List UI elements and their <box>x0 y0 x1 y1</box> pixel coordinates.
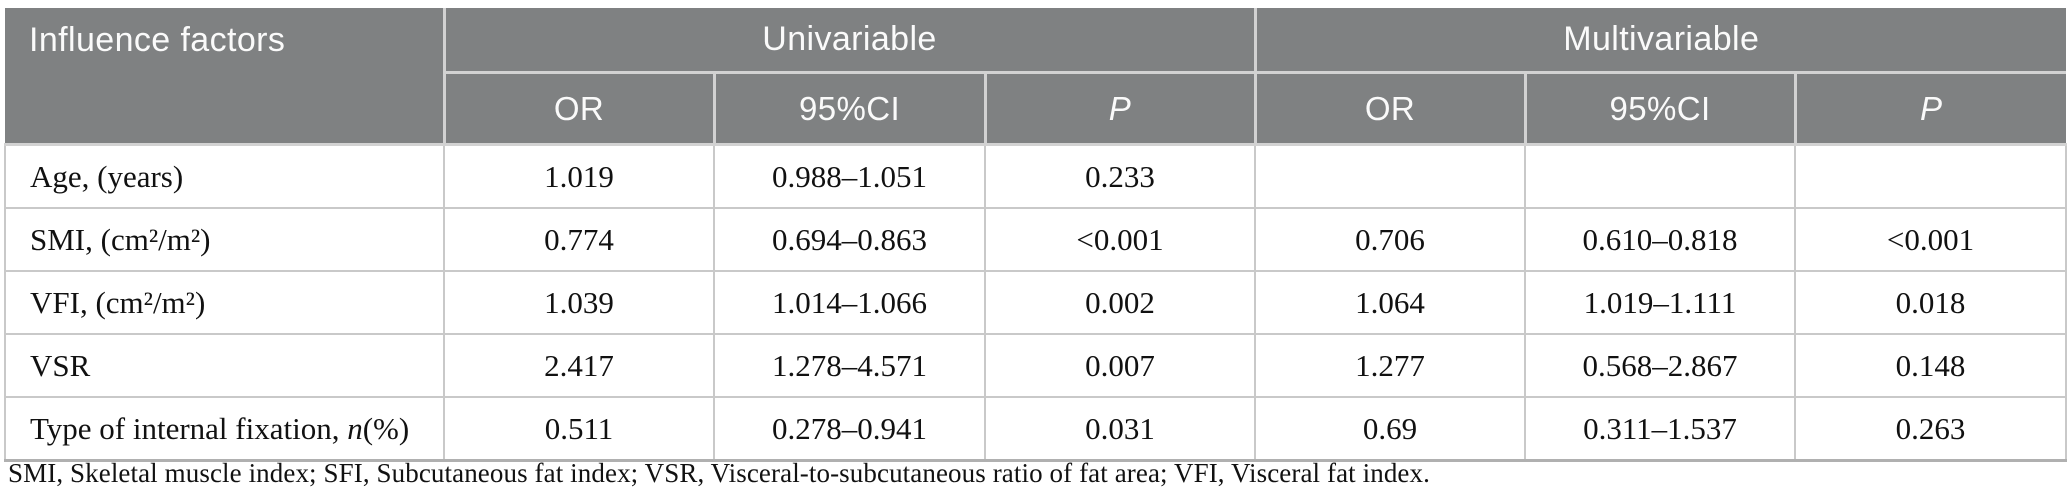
table-row-age: Age, (years) 1.019 0.988–1.051 0.233 <box>4 143 2067 209</box>
table-row-smi: SMI, (cm²/m²) 0.774 0.694–0.863 <0.001 0… <box>4 207 2067 272</box>
table-cell: 0.568–2.867 <box>1524 333 1796 398</box>
column-header-or-multivariable: OR <box>1253 71 1527 146</box>
row-label-text: Age, (years) <box>30 158 184 194</box>
table-cell: 0.774 <box>443 207 715 272</box>
table-cell <box>1524 143 1796 209</box>
row-label: SMI, (cm²/m²) <box>4 207 445 272</box>
table-cell: 0.694–0.863 <box>713 207 986 272</box>
row-label-text: Type of internal fixation, <box>30 410 348 446</box>
table-cell: 1.277 <box>1254 333 1526 398</box>
table-cell: 0.610–0.818 <box>1524 207 1796 272</box>
table-cell: 0.69 <box>1254 396 1526 462</box>
table-cell: 1.019 <box>443 143 715 209</box>
table-cell: 1.064 <box>1254 270 1526 335</box>
column-header-ci-univariable: 95%CI <box>712 71 987 146</box>
column-header-ci-multivariable: 95%CI <box>1523 71 1797 146</box>
row-label: Age, (years) <box>4 143 445 209</box>
table-cell: 1.014–1.066 <box>713 270 986 335</box>
table-header: Influence factors Univariable Multivaria… <box>5 8 2067 146</box>
column-header-p-univariable: P <box>983 71 1257 146</box>
table-cell: 0.278–0.941 <box>713 396 986 462</box>
table-cell: 1.278–4.571 <box>713 333 986 398</box>
column-header-influence-factors: Influence factors <box>5 8 446 146</box>
table-cell: <0.001 <box>1793 207 2067 272</box>
table-cell: <0.001 <box>984 207 1256 272</box>
column-header-p-multivariable: P <box>1793 71 2067 146</box>
table-body: Age, (years) 1.019 0.988–1.051 0.233 SMI… <box>4 143 2067 462</box>
table-cell <box>1254 143 1526 209</box>
header-row-groups: Influence factors Univariable Multivaria… <box>5 8 2067 146</box>
table-cell: 0.706 <box>1254 207 1526 272</box>
row-label-suffix: (%) <box>362 410 410 446</box>
table-footnote: SMI, Skeletal muscle index; SFI, Subcuta… <box>8 458 1430 488</box>
table-row-fixation-type: Type of internal fixation, n(%) 0.511 0.… <box>4 396 2067 462</box>
row-label-italic: n <box>347 410 363 446</box>
row-label: VFI, (cm²/m²) <box>4 270 445 335</box>
row-label: VSR <box>4 333 445 398</box>
group-header-univariable: Univariable <box>442 8 1257 74</box>
table-cell: 0.988–1.051 <box>713 143 986 209</box>
row-label-text: VSR <box>30 347 91 383</box>
row-label: Type of internal fixation, n(%) <box>4 396 445 462</box>
table-cell: 0.148 <box>1793 333 2067 398</box>
table-cell: 0.263 <box>1793 396 2067 462</box>
row-label-text: SMI, (cm²/m²) <box>30 221 211 257</box>
regression-table: Influence factors Univariable Multivaria… <box>4 8 2067 462</box>
header-row-subcolumns: OR 95%CI P OR 95%CI P <box>5 71 2067 146</box>
table-cell: 0.233 <box>984 143 1256 209</box>
column-header-or-univariable: OR <box>442 71 716 146</box>
table-row-vsr: VSR 2.417 1.278–4.571 0.007 1.277 0.568–… <box>4 333 2067 398</box>
table-cell: 0.311–1.537 <box>1524 396 1796 462</box>
table-cell: 1.039 <box>443 270 715 335</box>
table-cell: 1.019–1.111 <box>1524 270 1796 335</box>
table-cell: 0.018 <box>1793 270 2067 335</box>
table-cell <box>1793 143 2067 209</box>
table-cell: 0.002 <box>984 270 1256 335</box>
table-cell: 2.417 <box>443 333 715 398</box>
table-cell: 0.511 <box>443 396 715 462</box>
table-cell: 0.031 <box>984 396 1256 462</box>
table-row-vfi: VFI, (cm²/m²) 1.039 1.014–1.066 0.002 1.… <box>4 270 2067 335</box>
group-header-multivariable: Multivariable <box>1253 8 2067 74</box>
table-cell: 0.007 <box>984 333 1256 398</box>
row-label-text: VFI, (cm²/m²) <box>30 284 206 320</box>
